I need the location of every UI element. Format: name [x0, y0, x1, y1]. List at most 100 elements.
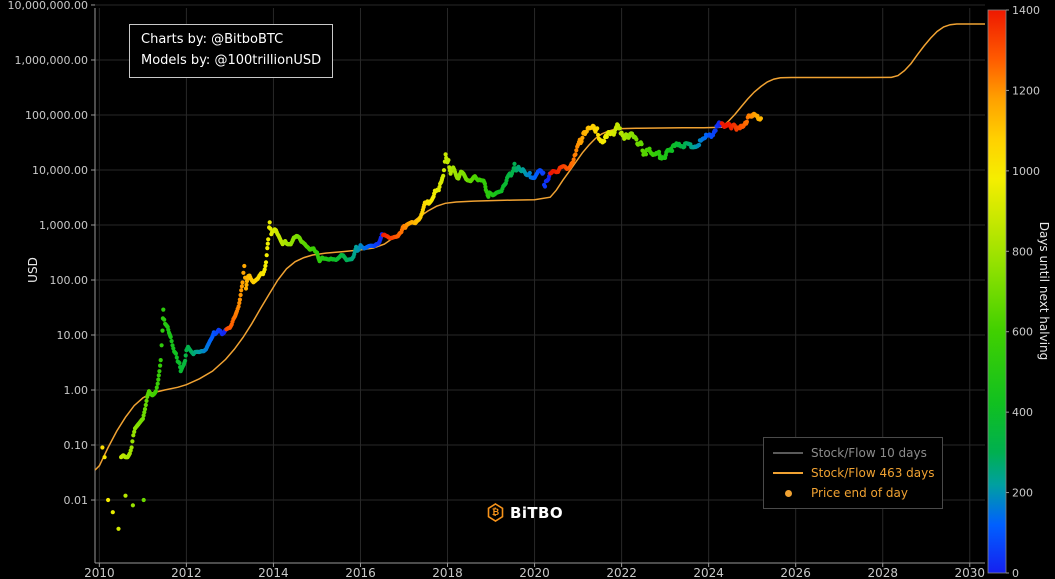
price-dot — [643, 152, 649, 157]
price-dot — [263, 263, 268, 268]
price-dot — [744, 119, 750, 124]
x-tick-label: 2012 — [171, 566, 202, 579]
y-tick-label: 1,000,000.00 — [15, 54, 88, 67]
price-dot — [758, 116, 764, 121]
price-dot — [169, 339, 174, 344]
price-dot — [713, 128, 718, 133]
price-dot — [441, 173, 446, 178]
y-tick-label: 100,000.00 — [25, 109, 88, 122]
x-tick-label: 2026 — [780, 566, 811, 579]
legend: Stock/Flow 10 days Stock/Flow 463 days P… — [763, 437, 943, 509]
price-dot — [144, 398, 149, 403]
price-dot — [542, 184, 548, 189]
price-dot — [155, 381, 160, 386]
price-dot — [639, 142, 644, 147]
price-dot — [571, 157, 576, 162]
price-dot — [482, 181, 487, 186]
price-dot — [486, 194, 491, 199]
price-dot — [670, 148, 675, 153]
price-dot — [512, 161, 517, 166]
price-dot — [240, 280, 245, 285]
price-dot — [130, 439, 135, 444]
price-dot — [604, 134, 609, 139]
price-dot — [141, 497, 146, 503]
price-dot — [106, 497, 111, 503]
price-dot — [132, 429, 137, 434]
x-tick-label: 2020 — [519, 566, 550, 579]
colorbar-tick-label: 800 — [1012, 245, 1033, 258]
legend-item-price-end-of-day[interactable]: Price end of day — [773, 486, 933, 500]
y-tick-label: 0.10 — [64, 439, 89, 452]
price-dot — [183, 358, 188, 363]
credits-box: Charts by: @BitboBTC Models by: @100tril… — [129, 24, 334, 78]
price-dot — [595, 126, 600, 131]
price-scatter — [100, 111, 764, 531]
price-dot — [171, 346, 176, 351]
price-dot — [634, 137, 639, 142]
x-tick-label: 2014 — [258, 566, 289, 579]
price-dot — [527, 170, 532, 176]
price-dot — [174, 355, 179, 360]
price-dot — [156, 377, 161, 382]
price-dot — [100, 445, 105, 450]
price-dot — [143, 402, 148, 408]
price-dot — [265, 246, 270, 251]
price-dot — [237, 300, 242, 306]
price-dot — [123, 493, 128, 498]
colorbar-tick-label: 0 — [1012, 567, 1019, 579]
price-dot — [239, 288, 244, 293]
model-line — [94, 23, 985, 471]
svg-text:₿: ₿ — [492, 507, 499, 518]
colorbar-title: Days until next halving — [1037, 222, 1051, 361]
price-dot — [264, 253, 269, 258]
price-dot — [617, 126, 623, 131]
colorbar-tick-label: 600 — [1012, 326, 1033, 339]
price-dot — [584, 129, 589, 134]
y-tick-label: 1.00 — [64, 384, 89, 397]
colorbar-tick-label: 200 — [1012, 487, 1033, 500]
price-dot — [158, 363, 163, 368]
legend-item-stock-flow-463-days[interactable]: Stock/Flow 463 days — [773, 466, 935, 480]
price-dot — [267, 220, 272, 225]
x-tick-label: 2030 — [954, 566, 985, 579]
colorbar — [987, 9, 1007, 574]
price-dot — [656, 149, 662, 154]
legend-item-stock-flow-10-days[interactable]: Stock/Flow 10 days — [773, 446, 933, 460]
credits-models-by: Models by: @100trillionUSD — [141, 52, 322, 68]
colorbar-tick-label: 1400 — [1012, 4, 1040, 17]
price-dot — [110, 510, 115, 515]
price-dot — [446, 158, 451, 163]
price-dot — [162, 317, 167, 322]
price-dot — [168, 334, 173, 340]
price-dot — [158, 358, 163, 363]
x-tick-label: 2016 — [345, 566, 376, 579]
x-tick-label: 2010 — [84, 566, 115, 579]
price-dot — [647, 146, 652, 151]
legend-dot-swatch — [785, 489, 792, 497]
price-dot — [266, 237, 271, 242]
price-dot — [244, 282, 249, 287]
credits-charts-by: Charts by: @BitboBTC — [141, 32, 284, 47]
price-dot — [602, 139, 607, 144]
price-dot — [142, 410, 147, 415]
bitbo-logo-text: BiTBO — [510, 503, 563, 522]
price-dot — [153, 389, 158, 394]
x-tick-label: 2022 — [606, 566, 637, 579]
price-dot — [242, 263, 247, 269]
y-axis-title: USD — [26, 257, 40, 283]
price-dot — [263, 260, 269, 265]
price-dot — [436, 188, 441, 193]
price-dot — [131, 433, 136, 438]
y-tick-label: 100.00 — [50, 274, 89, 287]
price-dot — [268, 226, 273, 231]
price-dot — [441, 168, 447, 173]
price-dot — [265, 241, 270, 246]
price-dot — [160, 328, 165, 333]
price-dot — [437, 184, 442, 190]
price-dot — [130, 503, 135, 508]
y-tick-label: 10,000,000.00 — [8, 0, 88, 12]
y-tick-label: 1,000.00 — [39, 219, 88, 232]
price-dot — [142, 407, 148, 412]
